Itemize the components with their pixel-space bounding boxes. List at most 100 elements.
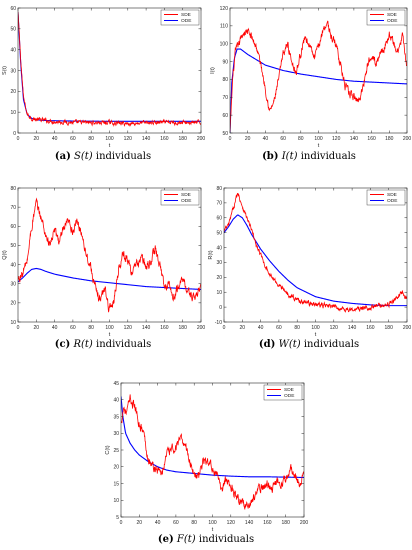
x-tick-label: 120 [124,325,133,331]
x-tick-label: 100 [314,136,323,142]
y-tick-label: 25 [113,448,119,454]
y-tick-label: 30 [113,431,119,437]
x-tick-label: 100 [311,325,320,331]
caption-letter: (b) [262,151,279,162]
caption-func: F(t) [176,534,196,545]
chart-r: 0 20 40 60 80 100 120 140 160 180 200-100102030405… [208,186,411,338]
y-tick-label: 80 [10,186,16,192]
caption-c: (c) R(t) individuals [0,339,206,350]
x-tick-label: 180 [385,325,394,331]
chart-c: 0 20 40 60 80 100 120 140 160 180 200 5 10 15 20 25 30 35… [105,381,309,533]
caption-suffix: individuals [300,339,360,350]
x-tick-label: 20 [245,136,251,142]
y-tick-label: 80 [216,186,222,192]
x-tick-label: 0 [223,325,226,331]
x-tick-label: 60 [70,136,76,142]
x-tick-label: 120 [332,136,341,142]
x-tick-label: 140 [142,325,151,331]
chart-q: 0 20 40 60 80 100 120 140 160 180 200 10 20 30 40 50 60 7… [2,186,205,338]
y-tick-label: 50 [216,230,222,236]
chart-s: 0 20 40 60 80 100 120 140 160 180 200 0 10 20 30 40 50 60… [2,6,205,149]
y-tick-label: 40 [113,398,119,404]
plot-frame [17,7,202,134]
y-tick-label: 10 [10,320,16,326]
series-line-ode [18,12,201,122]
x-tick-label: 160 [263,520,272,526]
caption-func: S(t) [74,151,93,162]
legend-label-sde: SDE [387,12,397,18]
series-group [18,12,201,122]
y-tick-label: 90 [222,59,228,65]
y-tick-label: 100 [220,42,229,48]
x-tick-label: 40 [52,325,58,331]
y-tick-label: 30 [216,260,222,266]
series-group [230,48,407,133]
y-tick-label: 10 [10,110,16,116]
x-axis-label: t [109,332,111,338]
x-tick-label: 20 [34,325,40,331]
y-tick-label: 50 [10,27,16,33]
series-group [121,396,304,479]
series-line-sde [18,11,201,127]
x-tick-label: 20 [34,136,40,142]
y-tick-label: 120 [220,6,229,12]
legend-box [160,189,200,206]
x-tick-label: 80 [298,136,304,142]
x-tick-label: 0 [229,136,232,142]
caption-letter: (a) [54,151,71,162]
y-axis-label: I(t) [210,67,216,74]
y-tick-label: 70 [216,201,222,207]
y-tick-label: 60 [222,113,228,119]
y-tick-label: 50 [222,131,228,137]
x-tick-label: 0 [120,520,123,526]
legend-box [160,9,200,26]
y-tick-label: 20 [216,275,222,281]
y-axis-label: R(t) [208,250,214,259]
y-tick-label: 80 [222,77,228,83]
x-tick-label: 140 [142,136,151,142]
series-group [18,197,201,313]
legend-label-ode: ODE [387,18,397,24]
series-line-sde [18,197,201,313]
caption-letter: (d) [258,339,276,350]
y-tick-label: 50 [10,243,16,249]
y-tick-label: 10 [113,498,119,504]
plot-frame [229,7,408,134]
series-line-ode [18,267,201,291]
x-tick-label: 160 [366,325,375,331]
panel-d: 0 20 40 60 80 100 120 140 160 180 200 -10 0 10 20 30 40 5… [206,180,412,360]
x-tick-label: 200 [300,520,309,526]
x-tick-label: 180 [179,136,188,142]
legend-label-sde: SDE [387,192,397,198]
x-tick-label: 120 [227,520,236,526]
panel-b: 0 20 40 60 80 100 120 140 160 180 200 50 60 70 80 90 100… [206,0,412,165]
legend-label-ode: ODE [387,198,397,204]
y-tick-label: 20 [10,301,16,307]
x-tick-label: 120 [330,325,339,331]
x-tick-label: 140 [348,325,357,331]
series-group [18,11,201,127]
caption-letter: (e) [157,534,174,545]
x-axis-label: t [318,143,320,149]
x-tick-label: 160 [160,136,169,142]
legend-label-ode: ODE [284,393,294,399]
y-tick-label: 30 [10,282,16,288]
caption-a: (a) S(t) individuals [0,151,206,162]
caption-func: W(t) [278,339,301,350]
x-tick-label: 40 [263,136,269,142]
series-group [121,394,304,510]
y-tick-label: 5 [116,515,119,521]
x-tick-label: 40 [258,325,264,331]
series-group [18,267,201,291]
caption-d: (d) W(t) individuals [206,339,412,350]
x-tick-label: 40 [155,520,161,526]
x-tick-label: 100 [105,325,114,331]
y-tick-label: 40 [10,262,16,268]
y-axis-label: S(t) [2,66,8,75]
y-tick-label: 10 [216,290,222,296]
y-tick-label: 40 [10,47,16,53]
panel-a: 0 20 40 60 80 100 120 140 160 180 200 0 10 20 30 40 50 60… [0,0,206,165]
caption-letter: (c) [54,339,71,350]
x-tick-label: 80 [191,520,197,526]
y-tick-label: 60 [216,216,222,222]
